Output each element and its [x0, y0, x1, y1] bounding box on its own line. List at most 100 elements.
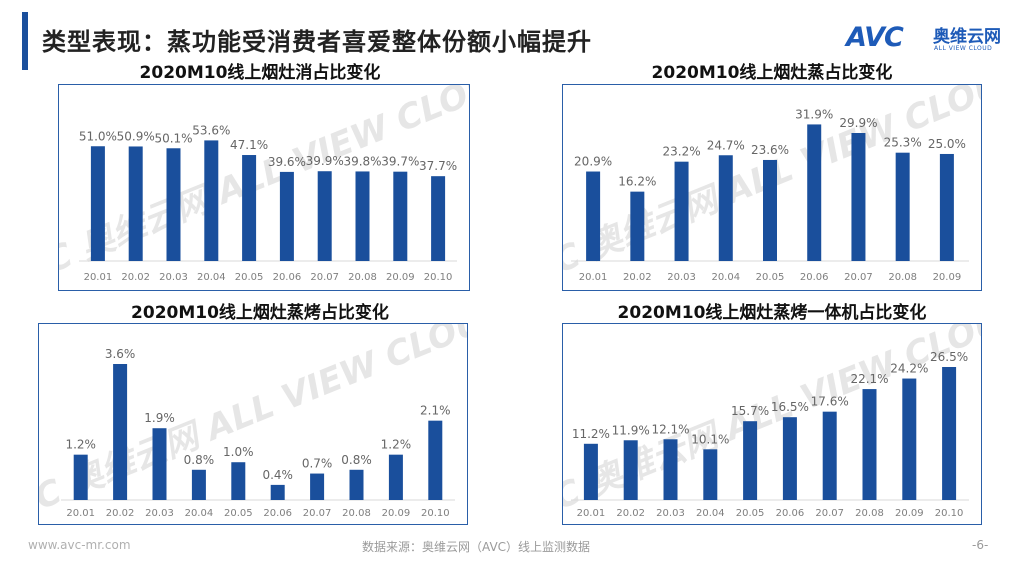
data-label: 11.2%	[572, 427, 610, 441]
data-label: 1.0%	[223, 445, 254, 459]
bar	[895, 152, 910, 261]
x-tick-label: 20.03	[656, 508, 685, 519]
data-label: 39.9%	[306, 154, 344, 168]
x-tick-label: 20.02	[616, 508, 645, 519]
x-tick-label: 20.10	[421, 508, 450, 519]
bar	[231, 462, 246, 500]
data-label: 0.8%	[341, 453, 372, 467]
data-label: 24.7%	[707, 138, 745, 152]
chart3-svg: AVC 奥维云网 ALL VIEW CLOUD1.2%20.013.6%20.0…	[39, 324, 467, 524]
data-label: 15.7%	[731, 404, 769, 418]
bar	[317, 171, 332, 261]
bar	[279, 171, 294, 261]
data-label: 0.4%	[262, 468, 293, 482]
x-tick-label: 20.05	[736, 508, 765, 519]
x-tick-label: 20.10	[935, 508, 964, 519]
x-tick-label: 20.05	[224, 508, 253, 519]
bar	[939, 153, 954, 261]
bar	[674, 161, 689, 261]
x-tick-label: 20.09	[382, 508, 411, 519]
avc-logo: AVC 奥维云网 ALL VIEW CLOUD	[846, 22, 1002, 56]
x-tick-label: 20.03	[667, 272, 696, 283]
data-label: 23.2%	[662, 145, 700, 159]
bar	[718, 155, 733, 261]
bar	[204, 140, 219, 261]
chart1-title: 2020M10线上烟灶消占比变化	[139, 63, 381, 83]
data-label: 16.2%	[618, 175, 656, 189]
x-tick-label: 20.04	[197, 272, 226, 283]
bar	[90, 146, 105, 261]
x-tick-label: 20.01	[84, 272, 113, 283]
chart4-title: 2020M10线上烟灶蒸烤一体机占比变化	[617, 303, 927, 323]
bar	[270, 484, 285, 500]
footer-page-number: -6-	[972, 538, 989, 552]
bar	[128, 146, 143, 261]
x-tick-label: 20.01	[577, 508, 606, 519]
title-accent-bar	[22, 12, 28, 70]
bar	[902, 378, 917, 500]
bar	[349, 469, 364, 500]
data-label: 50.9%	[117, 129, 155, 143]
x-tick-label: 20.08	[855, 508, 884, 519]
x-tick-label: 20.09	[386, 272, 415, 283]
data-label: 51.0%	[79, 129, 117, 143]
data-label: 22.1%	[850, 372, 888, 386]
data-label: 20.9%	[574, 155, 612, 169]
bar	[583, 443, 598, 500]
x-tick-label: 20.09	[895, 508, 924, 519]
bar	[623, 440, 638, 500]
bar	[807, 124, 822, 261]
bar	[355, 171, 370, 261]
bar	[743, 421, 758, 500]
x-tick-label: 20.07	[303, 508, 332, 519]
bar	[388, 454, 403, 500]
bar	[942, 367, 957, 500]
data-label: 26.5%	[930, 350, 968, 364]
x-tick-label: 20.03	[159, 272, 188, 283]
bar	[630, 191, 645, 261]
x-tick-label: 20.01	[66, 508, 95, 519]
bar	[586, 171, 601, 261]
x-tick-label: 20.07	[815, 508, 844, 519]
data-label: 25.0%	[928, 137, 966, 151]
chart2-title: 2020M10线上烟灶蒸占比变化	[651, 63, 893, 83]
data-label: 3.6%	[105, 347, 136, 361]
data-label: 29.9%	[839, 116, 877, 130]
chart4-svg: AVC 奥维云网 ALL VIEW CLOUD11.2%20.0111.9%20…	[563, 324, 981, 524]
bar	[393, 171, 408, 261]
logo-cn-text: 奥维云网	[933, 27, 1001, 47]
data-label: 25.3%	[884, 136, 922, 150]
data-label: 47.1%	[230, 138, 268, 152]
data-label: 2.1%	[420, 404, 451, 418]
bar	[782, 417, 797, 500]
x-tick-label: 20.07	[310, 272, 339, 283]
footer-source: 数据来源：奥维云网（AVC）线上监测数据	[362, 540, 591, 554]
data-label: 0.8%	[184, 453, 215, 467]
data-label: 37.7%	[419, 159, 457, 173]
x-tick-label: 20.06	[273, 272, 302, 283]
bar	[663, 439, 678, 500]
x-tick-label: 20.02	[623, 272, 652, 283]
x-tick-label: 20.09	[933, 272, 962, 283]
data-label: 50.1%	[154, 131, 192, 145]
x-tick-label: 20.01	[579, 272, 608, 283]
chart3-title: 2020M10线上烟灶蒸烤占比变化	[131, 303, 389, 323]
data-label: 39.7%	[381, 155, 419, 169]
x-tick-label: 20.08	[342, 508, 371, 519]
x-tick-label: 20.04	[185, 508, 214, 519]
bar	[822, 411, 837, 500]
bar	[310, 473, 325, 500]
bar	[113, 364, 128, 500]
x-tick-label: 20.02	[106, 508, 135, 519]
bar	[166, 148, 181, 261]
x-tick-label: 20.02	[121, 272, 150, 283]
data-label: 23.6%	[751, 143, 789, 157]
bar	[152, 428, 167, 500]
bar	[73, 454, 88, 500]
data-label: 16.5%	[771, 400, 809, 414]
x-tick-label: 20.10	[424, 272, 453, 283]
chart2-svg: AVC 奥维云网 ALL VIEW CLOUD20.9%20.0116.2%20…	[563, 85, 981, 290]
footer-website: www.avc-mr.com	[28, 538, 131, 552]
